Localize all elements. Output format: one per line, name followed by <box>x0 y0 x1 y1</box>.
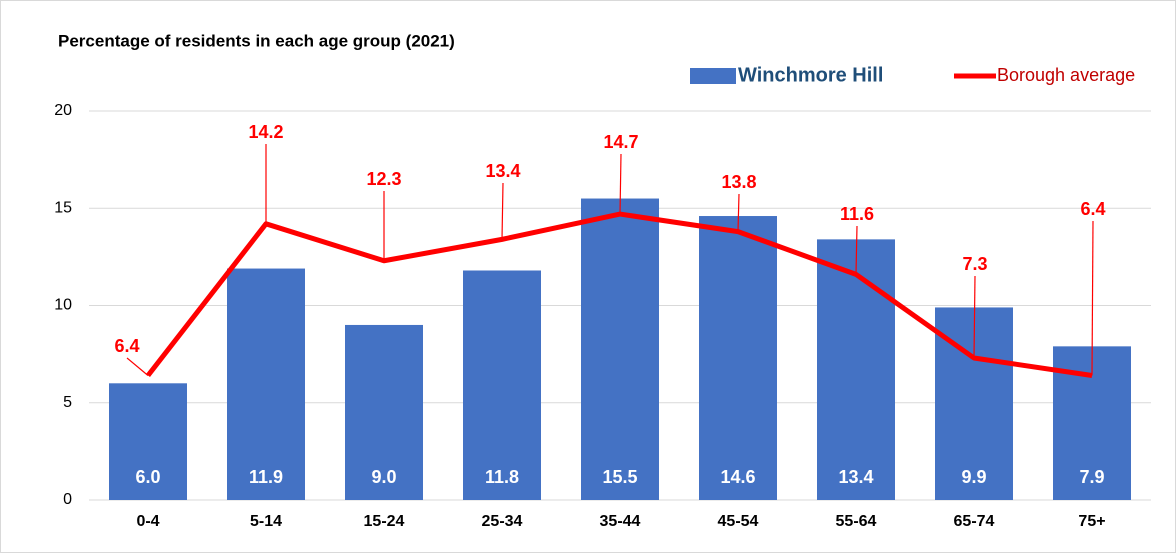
leader-line <box>737 193 740 232</box>
bar <box>109 383 187 500</box>
y-tick-label: 5 <box>63 394 72 411</box>
x-tick-label: 45-54 <box>718 513 759 530</box>
x-tick-label: 15-24 <box>364 513 405 530</box>
line-value-label: 14.7 <box>603 132 638 152</box>
line-value-label: 13.4 <box>485 161 520 181</box>
leader-line <box>973 275 976 359</box>
leader-line <box>1091 220 1094 376</box>
bar-value-label: 9.9 <box>961 467 986 487</box>
y-tick-label: 0 <box>63 491 72 508</box>
line-value-label: 6.4 <box>114 336 139 356</box>
chart-title: Percentage of residents in each age grou… <box>58 31 455 50</box>
bar-value-label: 11.9 <box>249 467 283 487</box>
legend-swatch <box>690 68 736 84</box>
line-value-label: 14.2 <box>248 122 283 142</box>
leader-line <box>855 225 858 275</box>
x-tick-label: 55-64 <box>836 513 877 530</box>
x-tick-label: 35-44 <box>600 513 641 530</box>
bar-value-label: 7.9 <box>1079 467 1104 487</box>
bar <box>227 268 305 500</box>
leader-line <box>126 357 149 376</box>
leader-line <box>619 153 622 215</box>
legend-label: Borough average <box>997 65 1135 85</box>
bar-value-label: 11.8 <box>485 467 519 487</box>
line-value-label: 11.6 <box>840 204 874 224</box>
x-tick-label: 5-14 <box>250 513 282 530</box>
x-tick-label: 65-74 <box>954 513 995 530</box>
line-value-label: 6.4 <box>1080 199 1105 219</box>
bar <box>345 324 423 500</box>
leader-line <box>501 182 504 240</box>
x-tick-label: 25-34 <box>482 513 523 530</box>
bar-value-label: 6.0 <box>135 467 160 487</box>
bar <box>463 270 541 500</box>
bar <box>817 239 895 500</box>
bar-value-label: 15.5 <box>602 467 637 487</box>
y-tick-label: 20 <box>54 102 72 119</box>
y-tick-label: 15 <box>54 199 72 216</box>
legend-label: Winchmore Hill <box>738 64 883 86</box>
bar-value-label: 9.0 <box>371 467 396 487</box>
bar-value-label: 13.4 <box>838 467 873 487</box>
x-tick-label: 0-4 <box>136 513 159 530</box>
bar-value-label: 14.6 <box>720 467 755 487</box>
x-tick-label: 75+ <box>1078 513 1105 530</box>
bar <box>699 216 777 500</box>
line-value-label: 7.3 <box>962 254 987 274</box>
line-value-label: 12.3 <box>366 169 401 189</box>
line-value-label: 13.8 <box>721 172 756 192</box>
y-tick-label: 10 <box>54 297 72 314</box>
bar <box>581 198 659 500</box>
